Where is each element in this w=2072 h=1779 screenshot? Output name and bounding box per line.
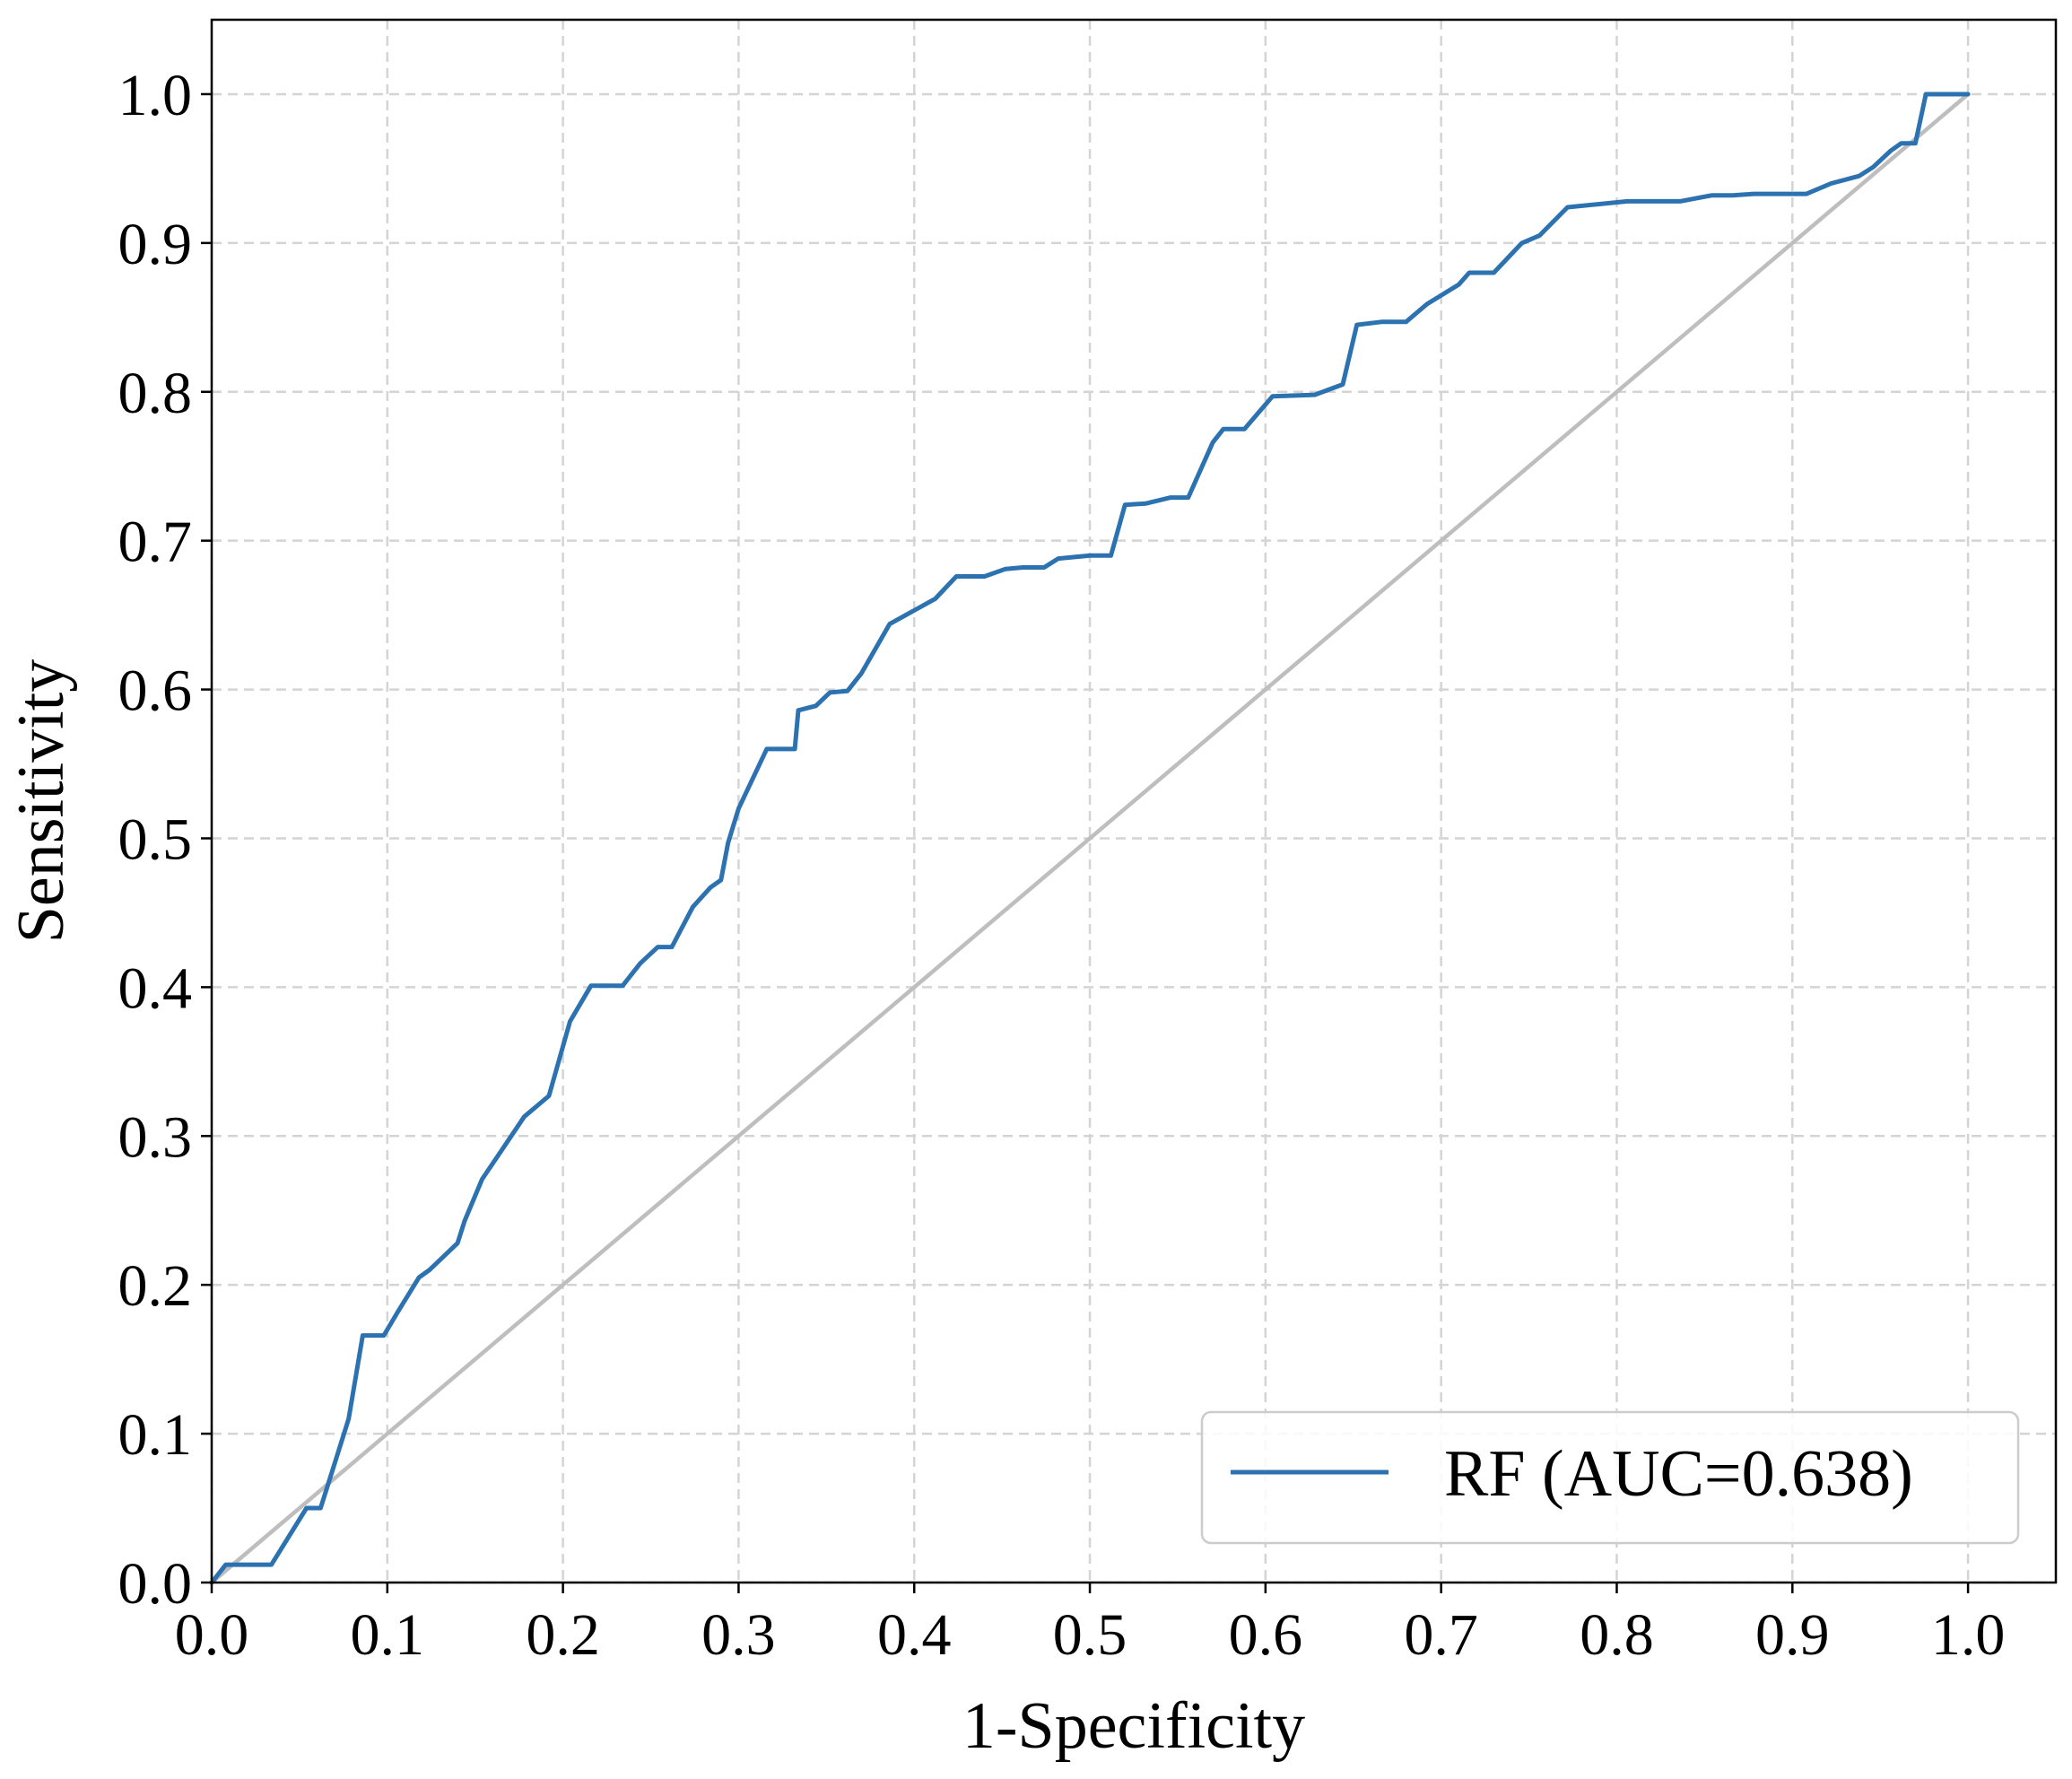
chance-diagonal-line — [209, 92, 1971, 1585]
x-tick-label: 0.5 — [1053, 1602, 1127, 1668]
grid-lines — [210, 20, 2056, 1584]
rf-roc-curve — [209, 92, 1971, 1585]
y-tick-label: 0.1 — [118, 1402, 193, 1468]
x-tick-label: 1.0 — [1931, 1602, 2006, 1668]
legend-box — [1200, 1410, 2020, 1545]
x-tick-label: 0.0 — [175, 1602, 249, 1668]
x-tick-label: 0.6 — [1229, 1602, 1303, 1668]
y-tick-label: 0.2 — [118, 1253, 193, 1319]
x-axis-title: 1-Specificity — [962, 1689, 1305, 1763]
x-tick-label: 0.9 — [1755, 1602, 1830, 1668]
y-tick-label: 0.3 — [118, 1104, 193, 1170]
y-tick-label: 1.0 — [118, 63, 193, 128]
series-layer — [209, 92, 1971, 1585]
x-tick-label: 0.7 — [1404, 1602, 1478, 1668]
y-tick-label: 0.0 — [118, 1551, 193, 1617]
legend-label-rf: RF (AUC=0.638) — [1444, 1437, 1913, 1511]
x-tick-label: 0.8 — [1580, 1602, 1654, 1668]
x-tick-label: 0.4 — [877, 1602, 952, 1668]
legend: RF (AUC=0.638) — [1200, 1410, 2020, 1545]
axis-ticks: 0.0 0.1 0.2 0.3 0.4 0.5 0.6 0.7 0.8 0.9 1.0 0.0 0.1 0… — [118, 63, 2006, 1668]
y-tick-label: 0.6 — [118, 658, 193, 724]
x-tick-label: 0.2 — [526, 1602, 600, 1668]
y-tick-label: 0.5 — [118, 807, 193, 872]
y-tick-label: 0.8 — [118, 361, 193, 426]
x-tick-label: 0.3 — [701, 1602, 776, 1668]
x-tick-label: 0.1 — [351, 1602, 425, 1668]
y-tick-label: 0.9 — [118, 212, 193, 277]
y-axis-title: Sensitivity — [4, 659, 78, 944]
plot-frame — [210, 18, 2058, 1584]
y-tick-label: 0.4 — [118, 955, 193, 1021]
y-tick-label: 0.7 — [118, 510, 193, 575]
